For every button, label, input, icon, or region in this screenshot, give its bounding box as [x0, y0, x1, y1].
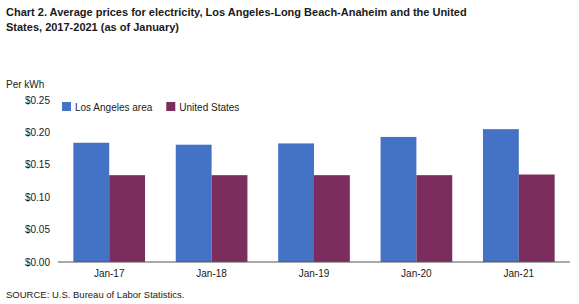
x-tick-label: Jan-21 [504, 268, 535, 279]
bar [176, 145, 212, 262]
y-axis-label: Per kWh [6, 79, 44, 90]
legend-label: Los Angeles area [75, 102, 153, 113]
bar [278, 143, 314, 262]
bar [416, 175, 452, 262]
x-tick-label: Jan-19 [299, 268, 330, 279]
y-tick-label: $0.00 [25, 257, 50, 268]
chart: Chart 2. Average prices for electricity,… [0, 0, 579, 304]
y-tick-label: $0.10 [25, 192, 50, 203]
legend-item: United States [166, 102, 239, 113]
subtitle: States, 2017-2021 (as of January) [6, 21, 179, 33]
bar [483, 129, 519, 262]
x-tick-label: Jan-18 [196, 268, 227, 279]
legend-swatch [166, 102, 175, 111]
background [0, 0, 579, 304]
x-tick-label: Jan-17 [94, 268, 125, 279]
bar [519, 175, 555, 262]
bar [73, 143, 109, 262]
bar [314, 175, 350, 262]
bars [73, 129, 554, 262]
legend: Los Angeles area United States [62, 102, 239, 113]
y-tick-label: $0.25 [25, 95, 50, 106]
y-axis: $0.00 $0.05 $0.10 $0.15 $0.20 $0.25 [25, 95, 50, 268]
y-tick-label: $0.05 [25, 224, 50, 235]
legend-item: Los Angeles area [62, 102, 153, 113]
legend-swatch [62, 102, 71, 111]
x-axis: Jan-17 Jan-18 Jan-19 Jan-20 Jan-21 [58, 262, 570, 279]
x-tick-label: Jan-20 [401, 268, 432, 279]
y-tick-label: $0.15 [25, 159, 50, 170]
title: Chart 2. Average prices for electricity,… [6, 6, 467, 18]
source-note: SOURCE: U.S. Bureau of Labor Statistics. [6, 289, 184, 300]
bar [109, 175, 145, 262]
bar [212, 175, 248, 262]
x-axis-line [58, 262, 570, 263]
legend-label: United States [179, 102, 239, 113]
bar [381, 137, 417, 262]
y-tick-label: $0.20 [25, 127, 50, 138]
